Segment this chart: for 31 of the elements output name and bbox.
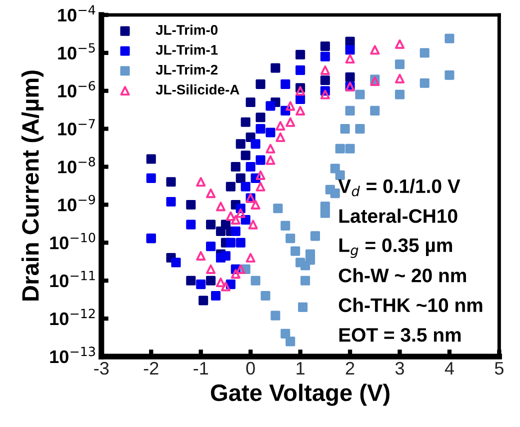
y-tick-label: 10$^{−8}$	[58, 156, 96, 174]
y-tick-label: 10$^{−7}$	[58, 119, 95, 136]
legend-label: JL-Trim-1	[156, 44, 218, 55]
y-tick-label: 10$^{−4}$	[58, 5, 96, 22]
legend-label: JL-Silicide-A	[156, 84, 240, 95]
x-tick-label: -2	[144, 362, 158, 374]
annotation: Ch-THK ~10 nm	[338, 298, 482, 312]
y-tick-label: 10$^{−6}$	[58, 80, 96, 98]
y-tick-label: 10$^{−12}$	[50, 308, 95, 326]
annotation: V$_{d}$ = 0.1/1.0 V	[338, 178, 460, 196]
annotation: L$_{g}$ = 0.35 µm	[339, 238, 452, 258]
annotation: Lateral-CH10	[339, 208, 458, 223]
y-tick-label: 10$^{−13}$	[50, 346, 95, 364]
legend-label: JL-Trim-2	[156, 64, 218, 75]
x-tick-label: -3	[94, 362, 109, 375]
x-tick-label: 4	[444, 362, 454, 374]
x-tick-label: 5	[494, 362, 504, 375]
y-axis-title: Drain Current (A/µm)	[21, 70, 44, 300]
annotation: Ch-W ~ 20 nm	[338, 268, 466, 282]
x-tick-label: 1	[296, 362, 304, 374]
legend-label: JL-Trim-0	[156, 24, 218, 35]
x-tick-label: 2	[346, 362, 354, 374]
x-tick-label: 0	[246, 362, 255, 375]
x-tick-label: 3	[395, 362, 404, 375]
y-tick-label: 10$^{−10}$	[50, 232, 96, 250]
y-tick-label: 10$^{−5}$	[58, 43, 95, 60]
x-axis-title: Gate Voltage (V)	[210, 384, 390, 406]
y-tick-label: 10$^{−11}$	[50, 270, 95, 288]
annotation: EOT = 3.5 nm	[339, 328, 461, 342]
y-tick-label: 10$^{−9}$	[58, 194, 95, 212]
x-tick-label: -1	[194, 362, 208, 374]
